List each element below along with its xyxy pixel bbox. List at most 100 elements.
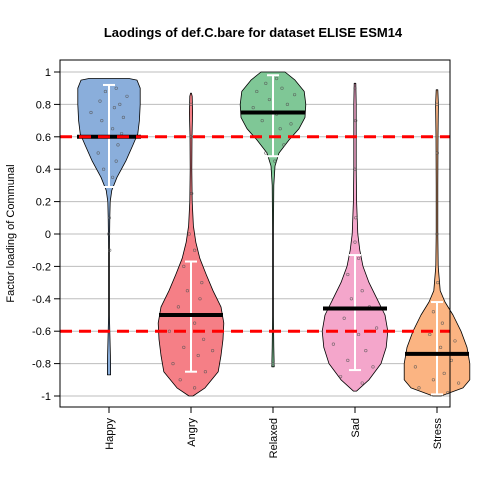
data-point [353, 240, 357, 244]
data-point [185, 289, 189, 293]
data-point [112, 106, 116, 110]
violin-stress [403, 89, 471, 397]
data-point [293, 93, 297, 97]
x-tick-label: Happy [104, 418, 116, 450]
violin-body [403, 89, 471, 397]
data-point [107, 216, 111, 220]
violin-sad [321, 82, 389, 392]
data-point [167, 329, 171, 333]
data-point [107, 232, 111, 236]
y-tick-label: -0.6 [32, 326, 51, 338]
violin-body [157, 92, 225, 397]
data-point [264, 81, 268, 85]
data-point [349, 297, 354, 301]
data-point [364, 349, 368, 353]
data-point [260, 118, 264, 123]
x-tick-label: Sad [350, 418, 362, 438]
data-point [189, 102, 193, 106]
data-point [431, 378, 436, 382]
data-point [189, 135, 193, 139]
data-point [357, 332, 361, 337]
data-point [440, 321, 445, 325]
data-point [176, 305, 180, 309]
data-point [251, 106, 255, 110]
data-point [457, 381, 461, 385]
data-point [101, 167, 106, 171]
y-tick-label: -1 [41, 391, 51, 403]
y-axis-label: Factor loading of Communal [5, 164, 17, 302]
data-point [435, 151, 439, 155]
y-tick-label: 0 [45, 229, 51, 241]
data-point [182, 264, 186, 269]
y-tick-label: 0.2 [36, 197, 51, 209]
data-point [198, 297, 202, 301]
data-point [282, 143, 286, 147]
data-point [346, 358, 350, 362]
data-point [371, 365, 375, 369]
data-point [187, 232, 191, 236]
data-point [354, 118, 358, 123]
data-point [353, 167, 357, 171]
y-tick-label: -0.2 [32, 261, 51, 273]
violin-relaxed [239, 71, 307, 368]
data-point [110, 127, 115, 131]
y-axis: 1 0.8 0.6 0.4 0.2 0 -0.2 -0.4 -0.6 -0.8 -1 [32, 67, 60, 403]
data-point [431, 310, 436, 314]
data-point [339, 374, 343, 379]
data-point [182, 345, 186, 350]
data-point [203, 370, 207, 374]
data-point [196, 353, 200, 358]
x-tick-label: Relaxed [268, 418, 280, 458]
data-point [342, 316, 346, 320]
data-point [103, 89, 107, 94]
data-point [200, 281, 204, 285]
data-point [354, 216, 358, 220]
data-point [211, 349, 215, 353]
data-point [178, 378, 182, 382]
data-point [193, 386, 197, 390]
y-tick-label: 0.6 [36, 132, 51, 144]
data-point [108, 248, 112, 252]
data-point [346, 272, 350, 277]
data-point [193, 321, 197, 325]
data-point [375, 326, 379, 330]
y-tick-label: 0.8 [36, 99, 51, 111]
data-point [121, 115, 125, 119]
data-point [275, 76, 279, 81]
violin-body [77, 78, 141, 376]
violin-body [239, 71, 307, 368]
data-point [190, 191, 194, 196]
data-point [439, 345, 443, 350]
data-point [428, 332, 432, 337]
data-point [436, 281, 440, 285]
data-point [264, 151, 268, 155]
y-tick-label: -0.8 [32, 359, 51, 371]
data-point [96, 151, 100, 155]
data-point [446, 391, 450, 395]
data-point [289, 122, 293, 126]
data-point [125, 94, 129, 98]
data-point [442, 371, 446, 375]
data-point [271, 362, 275, 366]
data-point [89, 110, 93, 115]
y-tick-label: -0.4 [32, 294, 51, 306]
data-point [118, 102, 122, 106]
y-tick-label: 0.4 [36, 164, 51, 176]
data-point [417, 386, 421, 390]
x-tick-label: Stress [432, 418, 444, 450]
data-point [285, 102, 290, 106]
violin-angry [157, 92, 225, 397]
data-point [360, 381, 364, 385]
chart-title: Laodings of def.C.bare for dataset ELISE… [104, 25, 403, 40]
data-point [280, 86, 284, 90]
x-tick-label: Angry [186, 418, 198, 447]
data-point [453, 339, 457, 343]
data-point [98, 99, 102, 103]
data-point [202, 337, 206, 341]
data-point [114, 86, 118, 90]
data-point [331, 342, 336, 346]
data-point [193, 248, 197, 252]
data-point [267, 97, 272, 102]
violins [77, 71, 471, 397]
